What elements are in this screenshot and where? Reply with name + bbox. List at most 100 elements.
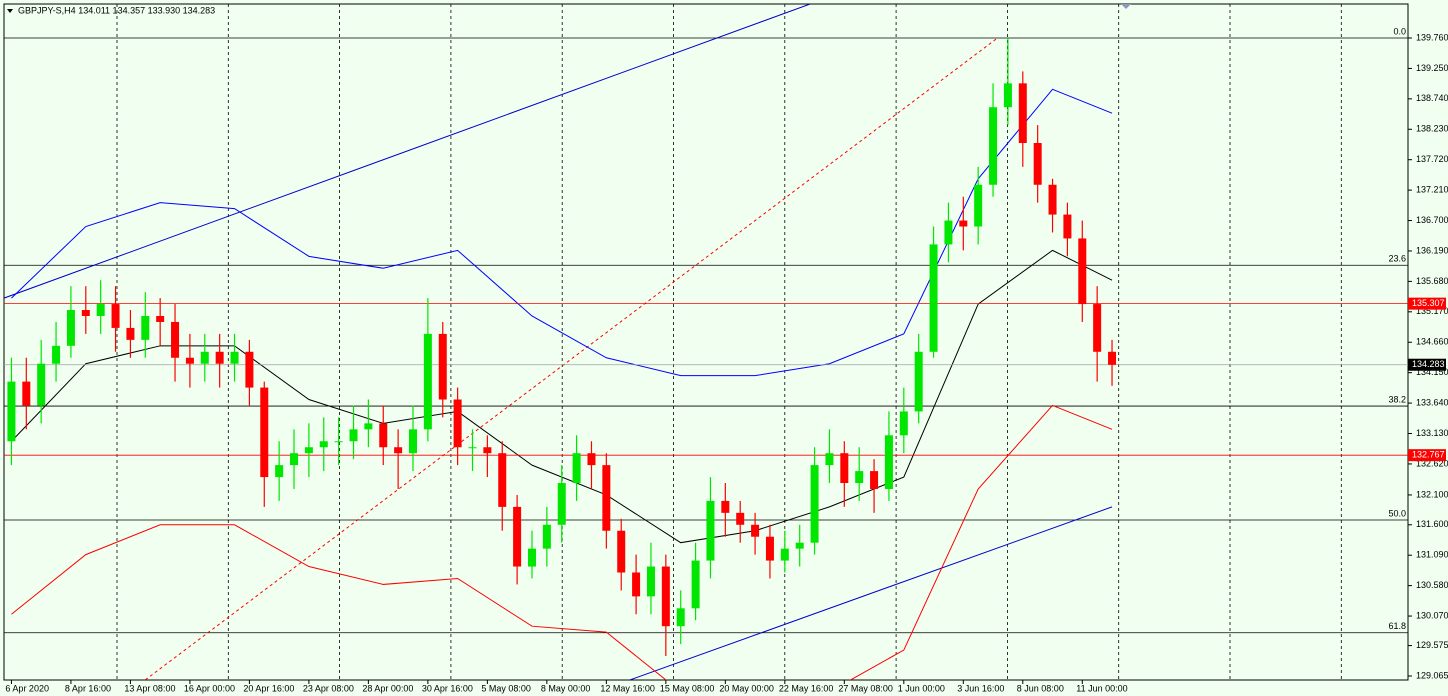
- y-tick-label: 134.660: [1416, 337, 1448, 347]
- x-tick-label: 20 May 00:00: [719, 683, 774, 693]
- y-tick-label: 139.760: [1416, 32, 1448, 42]
- price-tag-label: 134.283: [1412, 359, 1445, 369]
- trendline: [629, 506, 1113, 680]
- trendline: [4, 4, 811, 299]
- candle-body: [96, 304, 105, 316]
- candle-body: [602, 465, 611, 531]
- candle-body: [989, 107, 998, 185]
- trendline: [144, 37, 998, 680]
- candle-body: [691, 560, 700, 609]
- y-tick-label: 136.700: [1416, 215, 1448, 225]
- candle-body: [468, 447, 477, 449]
- x-tick-label: 11 Jun 00:00: [1076, 683, 1127, 693]
- candle-body: [275, 465, 284, 478]
- candle-body: [409, 429, 418, 454]
- plot: [4, 4, 1408, 680]
- x-tick-label: 3 Jun 16:00: [957, 683, 1004, 693]
- price-tag: [1408, 358, 1446, 371]
- candle-body: [200, 351, 209, 364]
- y-tick-label: 138.230: [1416, 124, 1448, 134]
- candle-body: [795, 542, 804, 549]
- candle-body: [37, 363, 46, 406]
- candle-body: [765, 536, 774, 561]
- fib-label: 38.2: [1388, 394, 1406, 404]
- candle-body: [1033, 142, 1042, 185]
- candle-body: [587, 453, 596, 466]
- candle-body: [1108, 351, 1117, 365]
- candle-body: [513, 506, 522, 567]
- shift-marker[interactable]: [1121, 4, 1131, 9]
- x-tick-label: 15 May 08:00: [660, 683, 715, 693]
- candle-body: [632, 572, 641, 597]
- candle-body: [855, 471, 864, 484]
- candle-body: [52, 345, 61, 364]
- menu-arrow[interactable]: [7, 9, 13, 13]
- y-tick-label: 133.640: [1416, 397, 1448, 407]
- price-tag-label: 132.767: [1412, 450, 1445, 460]
- y-tick-label: 132.100: [1416, 489, 1448, 499]
- candle-body: [1018, 83, 1027, 143]
- candle-body: [111, 304, 120, 328]
- candle-body: [721, 500, 730, 513]
- candle-body: [438, 333, 447, 400]
- candle-body: [1063, 214, 1072, 239]
- fib-label: 50.0: [1388, 508, 1406, 518]
- candle-body: [1003, 83, 1012, 108]
- candle-body: [825, 453, 834, 466]
- candle-body: [929, 244, 938, 352]
- candle-body: [959, 220, 968, 227]
- y-tick-label: 139.250: [1416, 63, 1448, 73]
- price-tag: [1408, 297, 1446, 310]
- y-tick-label: 129.575: [1416, 640, 1448, 650]
- y-tick-label: 137.210: [1416, 184, 1448, 194]
- candle-body: [453, 399, 462, 448]
- x-tick-label: 28 Apr 00:00: [362, 683, 413, 693]
- candle-body: [646, 566, 655, 597]
- candle-body: [1078, 238, 1087, 305]
- candle-body: [66, 310, 75, 346]
- candle-body: [245, 351, 254, 388]
- candle-body: [260, 387, 269, 478]
- candle-body: [81, 310, 90, 316]
- candle-body: [304, 447, 313, 454]
- candle-body: [171, 321, 180, 358]
- candle-body: [810, 465, 819, 543]
- y-tick-label: 130.580: [1416, 580, 1448, 590]
- candle-body: [899, 411, 908, 436]
- candle-body: [884, 435, 893, 489]
- candle-body: [617, 530, 626, 573]
- candle-body: [1048, 184, 1057, 215]
- x-tick-label: 8 Jun 08:00: [1017, 683, 1064, 693]
- y-tick-label: 129.065: [1416, 670, 1448, 680]
- candle-body: [780, 548, 789, 561]
- candle-body: [156, 315, 165, 322]
- x-tick-label: 12 May 16:00: [600, 683, 655, 693]
- fib-label: 23.6: [1388, 254, 1406, 264]
- x-tick-label: 8 Apr 16:00: [65, 683, 111, 693]
- candle-body: [185, 357, 194, 364]
- x-tick-label: 23 Apr 08:00: [303, 683, 354, 693]
- candle-body: [230, 351, 239, 364]
- y-tick-label: 134.150: [1416, 367, 1448, 377]
- x-tick-label: 27 May 08:00: [838, 683, 893, 693]
- y-tick-label: 132.620: [1416, 458, 1448, 468]
- candle-body: [914, 351, 923, 412]
- candle-body: [542, 524, 551, 549]
- candle-body: [126, 327, 135, 340]
- candle-body: [1093, 304, 1102, 352]
- candle-body: [572, 453, 581, 484]
- chart-title: GBPJPY-S,H4 134.011 134.357 133.930 134.…: [18, 5, 215, 15]
- y-tick-label: 138.740: [1416, 93, 1448, 103]
- x-tick-label: 1 Jun 00:00: [898, 683, 945, 693]
- y-tick-label: 130.070: [1416, 610, 1448, 620]
- price-tag: [1408, 449, 1446, 462]
- candle-body: [141, 315, 150, 340]
- x-tick-label: 5 May 08:00: [481, 683, 531, 693]
- candle-body: [290, 453, 299, 466]
- candle-body: [557, 483, 566, 525]
- y-tick-label: 137.720: [1416, 154, 1448, 164]
- candle-body: [215, 351, 224, 364]
